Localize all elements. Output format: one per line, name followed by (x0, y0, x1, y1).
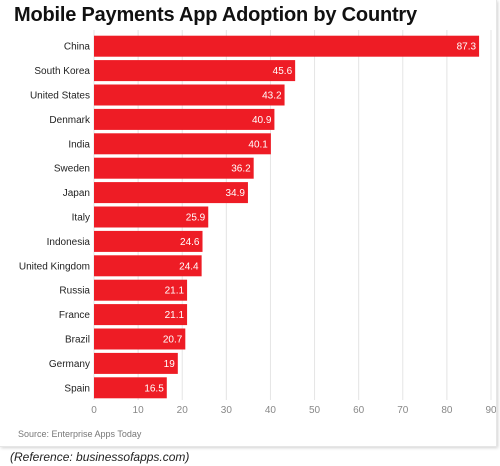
bar (94, 182, 248, 204)
chart-title: Mobile Payments App Adoption by Country (14, 4, 417, 26)
category-label: Spain (64, 383, 90, 394)
x-tick-label: 20 (177, 405, 189, 416)
x-tick-label: 70 (397, 405, 409, 416)
category-label: United Kingdom (19, 261, 90, 272)
value-label: 16.5 (144, 383, 164, 394)
bar (94, 60, 296, 82)
x-tick-label: 0 (91, 405, 97, 416)
value-label: 43.2 (262, 91, 282, 102)
x-tick-label: 90 (485, 405, 496, 416)
category-label: United States (30, 91, 90, 102)
bar (94, 230, 203, 252)
category-label: France (59, 310, 91, 321)
bar (94, 157, 254, 179)
category-label: India (68, 139, 90, 150)
bar (94, 328, 186, 350)
bar (94, 84, 285, 106)
bar (94, 255, 202, 277)
x-tick-label: 30 (221, 405, 233, 416)
x-tick-label: 40 (265, 405, 277, 416)
category-label: Japan (63, 188, 90, 199)
value-label: 21.1 (165, 310, 185, 321)
bar (94, 304, 188, 326)
value-label: 40.1 (248, 139, 268, 150)
category-label: Italy (72, 213, 90, 224)
value-label: 34.9 (225, 188, 245, 199)
category-label: Germany (49, 359, 90, 370)
category-label: Brazil (65, 335, 90, 346)
x-tick-label: 50 (309, 405, 321, 416)
value-label: 36.2 (231, 164, 251, 175)
bar-chart: 0 10 20 30 40 50 60 70 80 90 China 87.3 South Korea 4… (19, 30, 496, 416)
category-label: China (64, 42, 91, 53)
category-label: South Korea (34, 66, 90, 77)
bar (94, 377, 167, 399)
value-label: 19 (164, 359, 176, 370)
category-label: Russia (59, 286, 90, 297)
bar (94, 279, 188, 301)
bar (94, 133, 271, 155)
value-label: 40.9 (252, 115, 272, 126)
bar (94, 108, 275, 130)
value-label: 45.6 (273, 66, 293, 77)
x-tick-label: 80 (441, 405, 453, 416)
reference-note: (Reference: businessofapps.com) (10, 450, 190, 464)
category-label: Denmark (49, 115, 91, 126)
bar (94, 352, 178, 374)
chart-card: Mobile Payments App Adoption by Country … (0, 0, 497, 447)
category-label: Sweden (54, 164, 90, 175)
bar (94, 35, 480, 57)
value-label: 24.4 (179, 261, 199, 272)
source-note: Source: Enterprise Apps Today (18, 429, 142, 439)
value-label: 24.6 (180, 237, 200, 248)
x-tick-label: 10 (133, 405, 145, 416)
value-label: 20.7 (163, 335, 183, 346)
x-tick-label: 60 (353, 405, 365, 416)
category-label: Indonesia (47, 237, 91, 248)
value-label: 87.3 (457, 42, 477, 53)
value-label: 25.9 (186, 213, 206, 224)
value-label: 21.1 (165, 286, 185, 297)
bar (94, 206, 209, 228)
